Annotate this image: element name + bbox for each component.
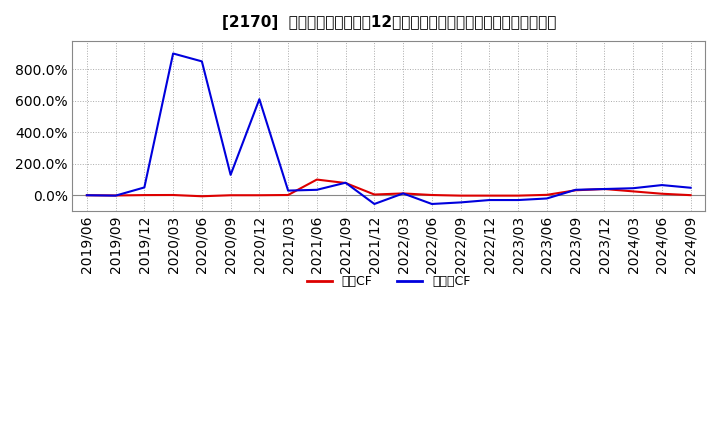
フリーCF [83,193,91,198]
フリーCF [226,172,235,177]
フリーCF [284,188,292,193]
Title: [2170]  キャッシュフローの12か月移動合計の対前年同期増減率の推移: [2170] キャッシュフローの12か月移動合計の対前年同期増減率の推移 [222,15,556,30]
フリーCF [341,180,350,185]
フリーCF [255,96,264,102]
営業CF [600,187,608,192]
営業CF [399,191,408,196]
営業CF [456,193,465,198]
フリーCF [514,198,523,203]
営業CF [514,193,523,198]
営業CF [485,193,494,198]
フリーCF [543,196,552,201]
営業CF [112,193,120,198]
フリーCF [428,202,436,207]
営業CF [657,191,666,196]
営業CF [341,180,350,186]
営業CF [284,192,292,198]
フリーCF [629,186,637,191]
営業CF [629,189,637,194]
フリーCF [456,200,465,205]
Legend: 営業CF, フリーCF: 営業CF, フリーCF [302,270,476,293]
営業CF [226,193,235,198]
フリーCF [140,185,149,190]
フリーCF [657,183,666,188]
フリーCF [686,185,695,191]
フリーCF [399,191,408,196]
営業CF [312,177,321,182]
営業CF [571,187,580,193]
営業CF [197,194,206,199]
営業CF [140,192,149,198]
営業CF [686,193,695,198]
営業CF [255,193,264,198]
フリーCF [571,187,580,192]
フリーCF [312,187,321,192]
営業CF [428,192,436,198]
営業CF [370,192,379,197]
フリーCF [370,202,379,207]
フリーCF [485,198,494,203]
フリーCF [168,51,177,56]
フリーCF [112,193,120,198]
フリーCF [197,59,206,64]
Line: フリーCF: フリーCF [87,54,690,204]
営業CF [83,193,91,198]
営業CF [168,192,177,198]
Line: 営業CF: 営業CF [87,180,690,196]
フリーCF [600,187,608,192]
営業CF [543,192,552,198]
